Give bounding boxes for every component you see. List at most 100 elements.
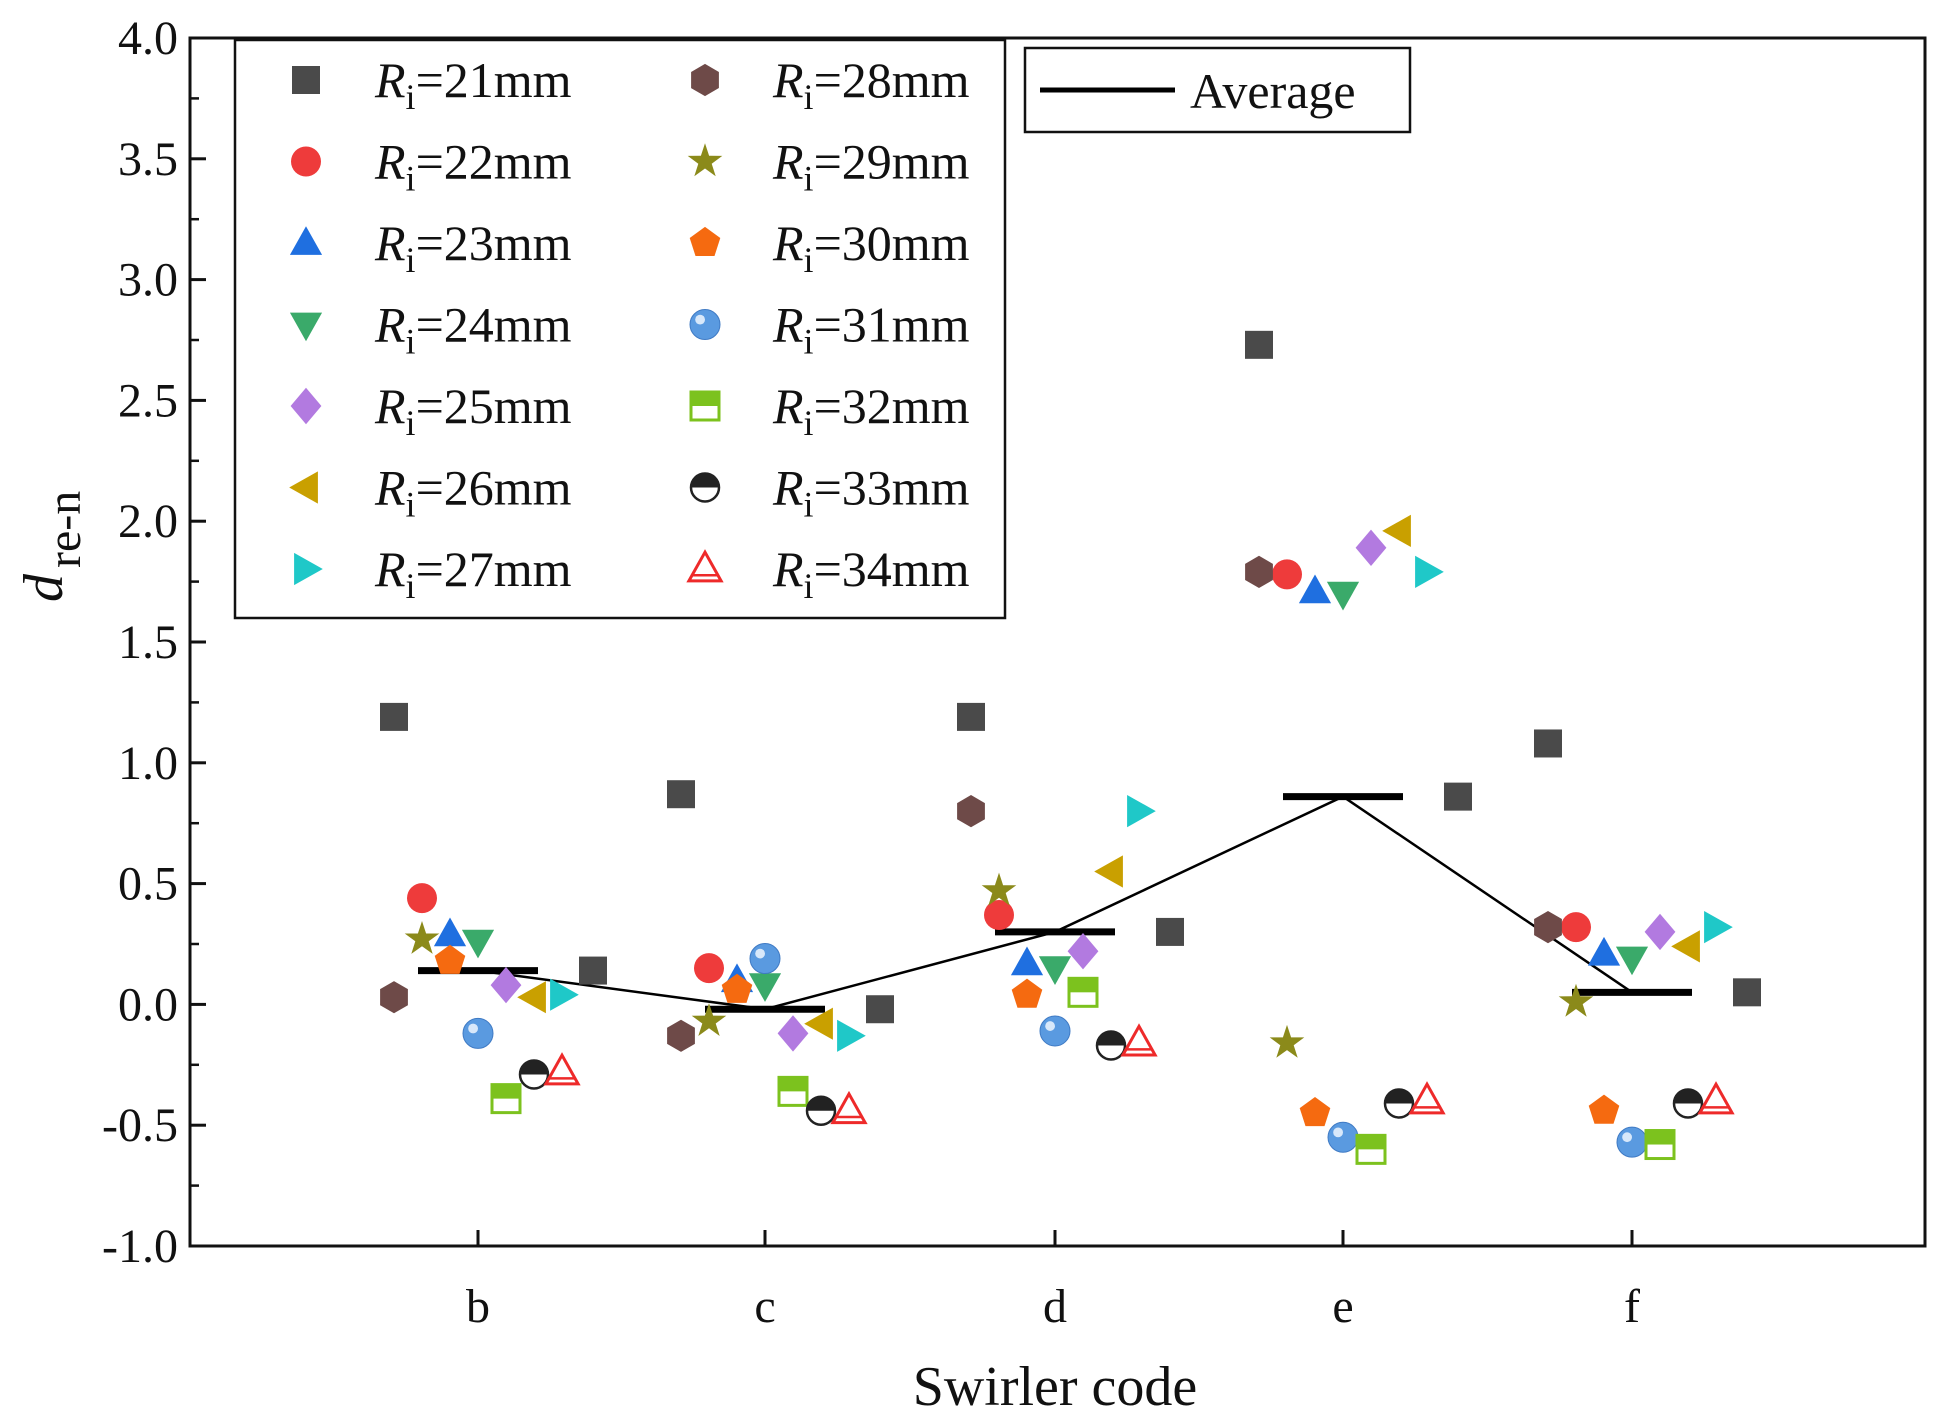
point-star-b [404,921,440,954]
point-hexagon-b [380,981,408,1014]
point-triangle-right-b [550,978,579,1011]
point-open-triangle-f [1697,1081,1735,1115]
marker-highlight [1333,1127,1343,1138]
legend-marker-pentagon [689,226,721,256]
marker-fill [1069,978,1097,993]
point-square-extra-e [1444,782,1472,811]
point-triangle-left-b [517,981,546,1014]
legend-label: Ri=30mm [772,215,970,280]
point-triangle-right-d [1127,795,1156,828]
average-series [418,793,1692,1013]
point-diamond-b [490,966,522,1004]
x-tick-label: b [466,1280,490,1333]
point-circle-c [694,953,724,984]
marker-highlight [468,1023,478,1034]
point-square-b [380,702,408,731]
legend-label: Ri=21mm [374,52,572,117]
point-diamond-c [777,1015,809,1052]
point-sphere-e [1327,1121,1359,1153]
y-axis-title: d re-n [13,491,91,602]
marker-fill [1097,1031,1125,1046]
point-square-extra-c [866,995,894,1024]
point-open-triangle-e [1408,1081,1446,1115]
point-sphere-f [1616,1126,1648,1158]
y-axis: 4.0 3.5 3.0 2.5 2.0 1.5 1.0 0.5 0.0 -0.5 -1.0 [102,12,206,1273]
point-hexagon-c [667,1019,695,1052]
average-legend: Average [1023,46,1412,134]
marker-fill [779,1077,807,1092]
point-sphere-d [1039,1015,1071,1047]
legend-marker-triangle-down [289,312,323,342]
legend-marker-sphere [689,309,721,340]
point-hexagon-d [957,795,985,828]
data-points [380,330,1761,1165]
marker-fill [691,473,719,488]
legend-marker-star [687,143,723,177]
y-tick-label: 2.5 [118,374,178,427]
x-tick-label: f [1624,1280,1640,1333]
y-tick-label: -1.0 [102,1220,178,1273]
legend-label: Ri=22mm [374,134,572,199]
y-tick-label: 0.5 [118,858,178,911]
point-triangle-right-f [1704,911,1733,944]
point-diamond-e [1355,529,1387,566]
point-pentagon-e [1299,1097,1331,1127]
point-diamond-f [1644,913,1676,951]
point-open-triangle-d [1120,1023,1158,1057]
point-star-d [981,872,1017,906]
marker-highlight [755,948,765,959]
legend-marker-open-triangle [686,549,724,583]
legend-label: Ri=31mm [772,297,970,362]
legend: Ri=21mm Ri=22mm Ri=23mm Ri=24mm Ri=25mm Ri=26… [233,38,1007,620]
legend-label: Ri=25mm [374,378,572,443]
marker-fill [691,392,719,406]
point-triangle-down-c [748,973,782,1002]
point-circle-f [1561,912,1591,943]
point-triangle-left-e [1382,514,1411,547]
point-triangle-left-c [804,1007,833,1040]
legend-marker-triangle-right [294,552,323,586]
point-square-f [1534,729,1562,758]
point-open-triangle-c [830,1090,868,1125]
average-legend-label: Average [1190,63,1356,119]
legend-marker-hexagon [691,63,719,97]
point-square-extra-f [1733,978,1761,1007]
point-triangle-up-b [433,917,467,947]
point-triangle-right-e [1415,555,1444,588]
point-square-extra-d [1156,917,1184,946]
legend-label: Ri=26mm [374,460,572,525]
point-triangle-left-d [1094,855,1123,888]
point-pentagon-d [1011,978,1043,1008]
point-circle-e [1272,559,1302,590]
point-circle-b [407,883,437,914]
marker-fill [1646,1130,1674,1145]
y-tick-label: 2.0 [118,495,178,548]
point-triangle-up-e [1298,574,1332,604]
point-triangle-up-d [1010,946,1044,976]
y-tick-label: 3.5 [118,133,178,186]
marker-fill [492,1084,520,1099]
marker-fill [1357,1135,1385,1150]
legend-marker-triangle-up [289,226,323,255]
point-open-triangle-b [543,1052,581,1086]
point-triangle-down-d [1038,956,1072,985]
point-pentagon-c [721,973,753,1003]
point-hexagon-e [1245,555,1273,588]
y-axis-title-sub: re-n [38,491,91,568]
y-axis-title-main: d [13,573,75,602]
point-square-d [957,702,985,731]
point-square-extra-b [579,956,607,985]
point-square-e [1245,330,1273,359]
point-sphere-c [749,942,781,974]
legend-marker-circle [291,146,321,177]
legend-marker-square [292,66,320,94]
legend-marker-triangle-left [289,471,318,504]
point-triangle-down-b [461,929,495,959]
point-pentagon-b [434,944,466,974]
point-triangle-up-f [1587,936,1621,966]
point-square-c [667,780,695,809]
x-tick-label: e [1332,1280,1353,1333]
marker-fill [807,1096,835,1111]
legend-label: Ri=27mm [374,541,572,606]
point-diamond-d [1067,933,1099,970]
